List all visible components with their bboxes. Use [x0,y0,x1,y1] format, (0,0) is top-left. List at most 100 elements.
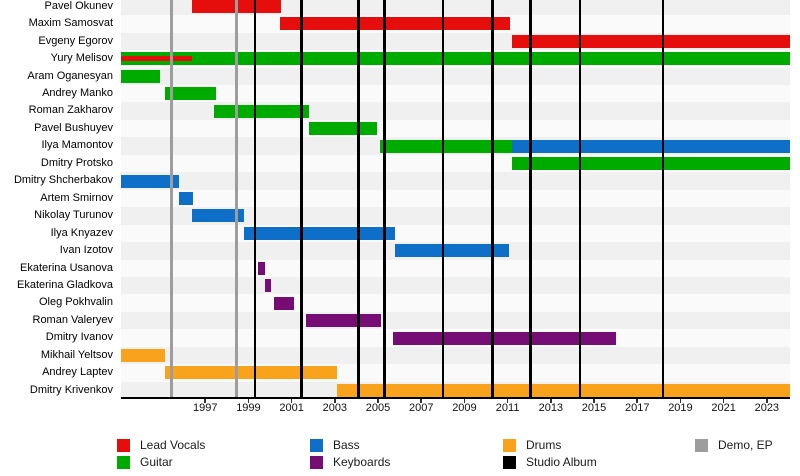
member-label-yury-melisov: Yury Melisov [50,52,113,65]
studio-album-line [383,0,386,397]
x-axis-tick-mark [334,399,336,403]
legend-label-demo_ep: Demo, EP [718,438,773,452]
demo-ep-line [235,0,239,397]
tenure-bar-aram-oganesyan-guitar [121,69,160,83]
legend-swatch-keyboards [310,456,323,469]
x-axis-tick-mark [247,399,250,403]
tenure-bar-roman-valeryev-keyboards [305,314,382,328]
demo-ep-line [170,0,174,397]
member-label-ekaterina-usanova: Ekaterina Usanova [20,261,113,274]
row-stripe [121,189,790,208]
x-axis-tick-mark [636,399,638,403]
x-axis-tick-label: 2005 [365,402,391,414]
row-stripe [121,294,790,312]
tenure-bar-roman-zakharov-guitar [213,104,309,118]
member-label-roman-valeryev: Roman Valeryev [32,313,114,326]
tenure-bar-evgeny-egorov-lead_vocals [511,34,790,48]
x-axis-tick-label: 2021 [711,402,736,414]
tenure-bar-maxim-samosvat-lead_vocals [279,17,510,31]
member-label-ivan-izotov: Ivan Izotov [59,244,113,257]
member-label-pavel-okunev: Pavel Okunev [44,0,113,12]
legend-swatch-studio_album [503,456,516,469]
x-axis-tick-label: 2009 [452,402,477,414]
legend-swatch-lead_vocals [117,439,130,452]
legend-label-lead_vocals: Lead Vocals [140,438,206,452]
studio-album-line [661,0,665,397]
tenure-bar-ivan-izotov-bass [395,244,509,258]
x-axis-tick-mark [593,399,595,403]
member-label-pavel-bushuyev: Pavel Bushuyev [34,121,113,134]
member-label-maxim-samosvat: Maxim Samosvat [28,17,113,30]
legend-swatch-demo_ep [695,439,708,452]
studio-album-line [441,0,445,397]
row-stripe [121,311,790,330]
x-axis-tick-label: 2001 [279,402,304,414]
member-label-ilya-mamontov: Ilya Mamontov [41,139,113,152]
legend-label-bass: Bass [333,438,360,452]
member-label-evgeny-egorov: Evgeny Egorov [38,34,113,47]
member-label-artem-smirnov: Artem Smirnov [40,191,113,204]
member-label-roman-zakharov: Roman Zakharov [28,104,113,117]
x-axis-tick-mark [463,399,466,403]
x-axis-tick-label: 2023 [754,402,780,414]
studio-album-line [529,0,532,397]
x-axis-tick-mark [550,399,552,403]
member-label-nikolay-turunov: Nikolay Turunov [34,209,113,222]
member-label-mikhail-yeltsov: Mikhail Yeltsov [40,348,113,361]
row-stripe [121,119,790,138]
tenure-bar-ekaterina-usanova-keyboards [258,261,265,275]
tenure-bar-dmitry-ivanov-keyboards [393,331,616,345]
tenure-bar-andrey-manko-guitar [165,87,217,101]
x-axis-tick-mark [204,399,206,403]
legend-label-studio_album: Studio Album [526,455,597,469]
x-axis-line [121,397,790,399]
row-stripe [121,67,790,85]
legend-label-guitar: Guitar [140,455,173,469]
studio-album-line [491,0,494,397]
x-axis-tick-label: 2019 [668,402,693,414]
x-axis-tick-label: 2017 [624,402,650,414]
tenure-bar-artem-smirnov-bass [179,191,194,205]
x-axis-tick-mark [679,399,682,403]
tenure-bar-nikolay-turunov-bass [192,209,245,223]
member-label-andrey-laptev: Andrey Laptev [42,366,113,379]
member-label-aram-oganesyan: Aram Oganesyan [27,69,113,82]
x-axis-tick-label: 2015 [581,402,607,414]
row-stripe [121,172,790,190]
member-label-ilya-knyazev: Ilya Knyazev [50,226,113,239]
row-stripe [121,207,790,225]
legend-swatch-guitar [117,456,130,469]
x-axis-tick-mark [766,399,768,403]
tenure-bar-ekaterina-gladkova-keyboards [264,279,272,293]
x-axis-tick-label: 2007 [408,402,434,414]
x-axis-tick-label: 1997 [192,402,218,414]
tenure-bar-ilya-knyazev-bass [244,226,396,240]
tenure-bar-ilya-mamontov-bass [511,139,790,153]
x-axis-tick-label: 1999 [236,402,261,414]
x-axis-tick-mark [506,399,509,403]
studio-album-line [300,0,303,397]
member-label-dmitry-shcherbakov: Dmitry Shcherbakov [13,174,113,187]
x-axis-tick-mark [290,399,293,403]
x-axis-tick-label: 2013 [538,402,564,414]
row-stripe [121,0,790,16]
legend-swatch-bass [310,439,323,452]
studio-album-line [578,0,582,397]
tenure-bar-dmitry-krivenkov-drums [337,383,790,397]
x-axis-tick-mark [420,399,422,403]
member-label-andrey-manko: Andrey Manko [42,87,113,100]
tenure-bar-pavel-bushuyev-guitar [308,122,377,136]
member-label-dmitry-protsko: Dmitry Protsko [40,156,113,169]
tenure-bar-ilya-mamontov-guitar [380,139,512,153]
row-stripe [121,346,790,365]
x-axis-tick-mark [377,399,379,403]
tenure-bar-oleg-pokhvalin-keyboards [274,296,294,310]
row-stripe [121,259,790,277]
tenure-bar-mikhail-yeltsov-drums [121,349,166,362]
x-axis-tick-mark [722,399,725,403]
member-label-dmitry-krivenkov: Dmitry Krivenkov [29,383,113,396]
tenure-bar-andrey-laptev-drums [165,366,337,380]
legend-label-drums: Drums [526,438,562,452]
tenure-bar-yury-melisov-lead_vocals [121,56,193,62]
